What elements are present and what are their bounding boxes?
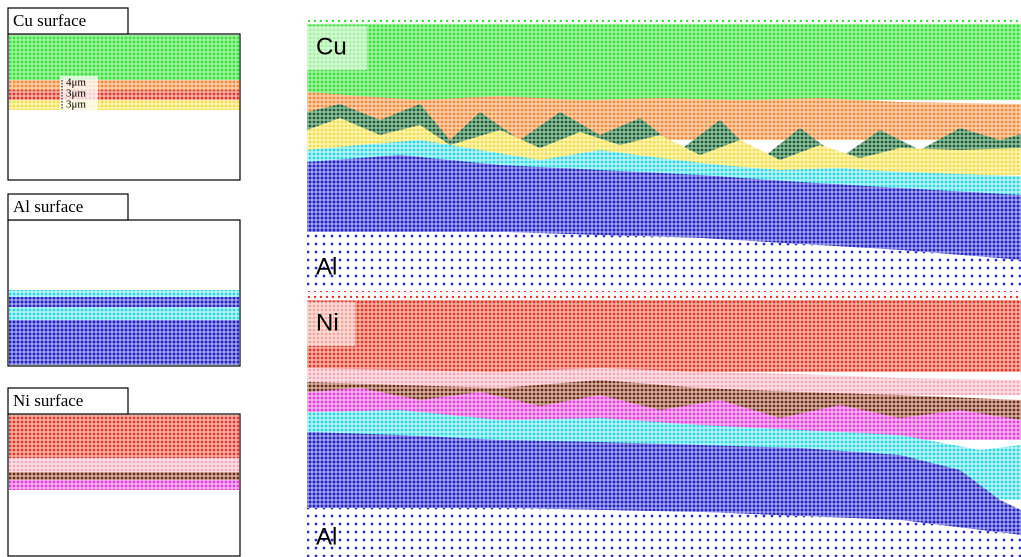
- ni-al-simulation: Ni Al: [307, 291, 1021, 557]
- figure: 4μm 3μm 3μm Cu surface Al surface Ni sur…: [0, 0, 1021, 557]
- al-layer: [9, 320, 239, 365]
- layer-band: [9, 297, 239, 307]
- sparse-top: [307, 291, 1021, 301]
- layer-band: [9, 90, 239, 100]
- thickness-label: 3μm: [66, 99, 86, 111]
- material-label: Ni: [316, 309, 339, 336]
- al-surface-panel: Al surface: [8, 194, 240, 366]
- panel-label: Ni surface: [13, 391, 83, 410]
- ni-surface-panel: Ni surface: [8, 388, 240, 556]
- material-label: Al: [316, 523, 337, 550]
- cu-layer: [9, 35, 239, 80]
- layer-band: [9, 472, 239, 480]
- layer-band: [9, 290, 239, 297]
- ni-region: [307, 300, 1021, 372]
- panel-label: Cu surface: [13, 11, 86, 30]
- layer-band: [9, 80, 239, 90]
- cu-region: [307, 24, 1021, 100]
- material-label: Cu: [316, 33, 347, 60]
- ni-layer: [9, 415, 239, 458]
- layer-band: [9, 307, 239, 320]
- layer-band: [9, 458, 239, 472]
- layer-band: [9, 100, 239, 110]
- cu-surface-panel: 4μm 3μm 3μm Cu surface: [8, 8, 240, 180]
- cu-al-simulation: Cu Al: [307, 18, 1021, 286]
- panel-label: Al surface: [13, 197, 83, 216]
- material-label: Al: [316, 253, 337, 280]
- layer-band: [9, 480, 239, 490]
